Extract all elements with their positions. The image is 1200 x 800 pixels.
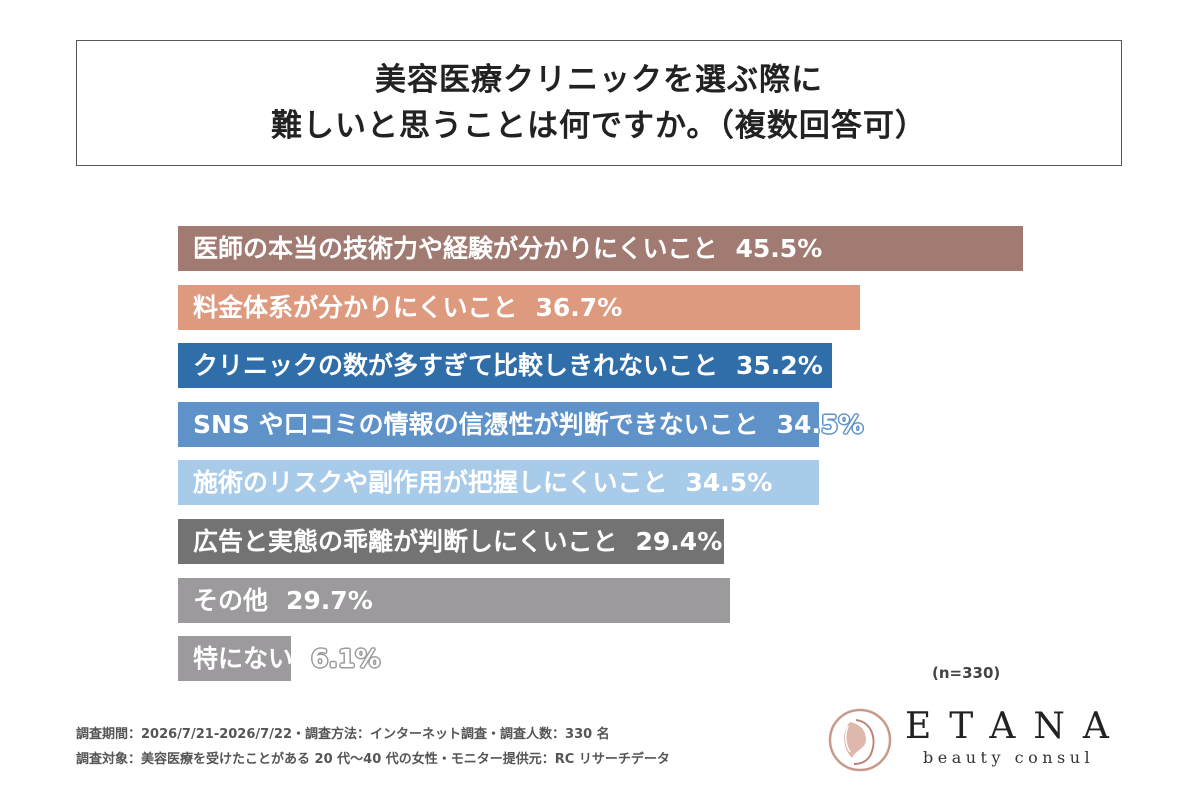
category-label-6: 広告と実態の乖離が判断しにくいこと <box>193 527 618 556</box>
bar-label-1: 医師の本当の技術力や経験が分かりにくいこと 45.5% <box>193 226 822 271</box>
value-label-5: 34.5% <box>685 468 773 497</box>
category-label-8: 特にない <box>193 644 294 673</box>
bar-4 <box>178 402 819 447</box>
bar-6 <box>178 519 724 564</box>
category-label-2: 料金体系が分かりにくいこと <box>193 293 518 322</box>
chart-title-line-2: 難しいと思うことは何ですか。（複数回答可） <box>271 108 927 144</box>
category-label-7: その他 <box>193 586 269 615</box>
bar-3 <box>178 343 832 388</box>
chart-title-box: 美容医療クリニックを選ぶ際に 難しいと思うことは何ですか。（複数回答可） <box>76 40 1122 166</box>
value-label-7: 29.7% <box>286 586 373 615</box>
logo-tagline: beauty consul <box>923 748 1095 767</box>
value-label-8: 6.1% <box>311 644 381 673</box>
etana-logo-icon <box>828 708 892 772</box>
bar-8 <box>178 636 291 681</box>
bar-label-4: SNS や口コミの情報の信憑性が判断できないこと 34.5% <box>193 402 863 447</box>
value-label-6: 29.4% <box>635 527 723 556</box>
bar-label-8: 特にない 6.1% <box>193 636 380 681</box>
bar-label-5: 施術のリスクや副作用が把握しにくいこと 34.5% <box>193 460 772 505</box>
bar-2 <box>178 285 860 330</box>
bar-label-7: その他 29.7% <box>193 578 373 623</box>
bar-7 <box>178 578 730 623</box>
bar-1 <box>178 226 1023 271</box>
logo-wordmark: ETANA <box>905 706 1127 747</box>
category-label-1: 医師の本当の技術力や経験が分かりにくいこと <box>193 234 718 263</box>
survey-footnote-1: 調査期間：2026/7/21-2026/7/22・調査方法：インターネット調査・… <box>76 727 610 742</box>
sample-size-note: (n=330) <box>932 664 1001 682</box>
category-label-5: 施術のリスクや副作用が把握しにくいこと <box>193 468 668 497</box>
bar-label-2: 料金体系が分かりにくいこと 36.7% <box>193 285 622 330</box>
value-label-2: 36.7% <box>535 293 623 322</box>
survey-footnote-2: 調査対象：美容医療を受けたことがある 20 代～40 代の女性・モニター提供元：… <box>76 752 670 767</box>
chart-title-line-1: 美容医療クリニックを選ぶ際に <box>375 62 823 98</box>
category-label-3: クリニックの数が多すぎて比較しきれないこと <box>193 351 719 380</box>
bar-5 <box>178 460 819 505</box>
category-label-4: SNS や口コミの情報の信憑性が判断できないこと <box>193 410 759 439</box>
bar-label-6: 広告と実態の乖離が判断しにくいこと 29.4% <box>193 519 722 564</box>
value-label-1: 45.5% <box>735 234 823 263</box>
bar-label-3: クリニックの数が多すぎて比較しきれないこと 35.2% <box>193 343 823 388</box>
value-label-3: 35.2% <box>736 351 823 380</box>
value-label-4: 34.5% <box>776 410 864 439</box>
